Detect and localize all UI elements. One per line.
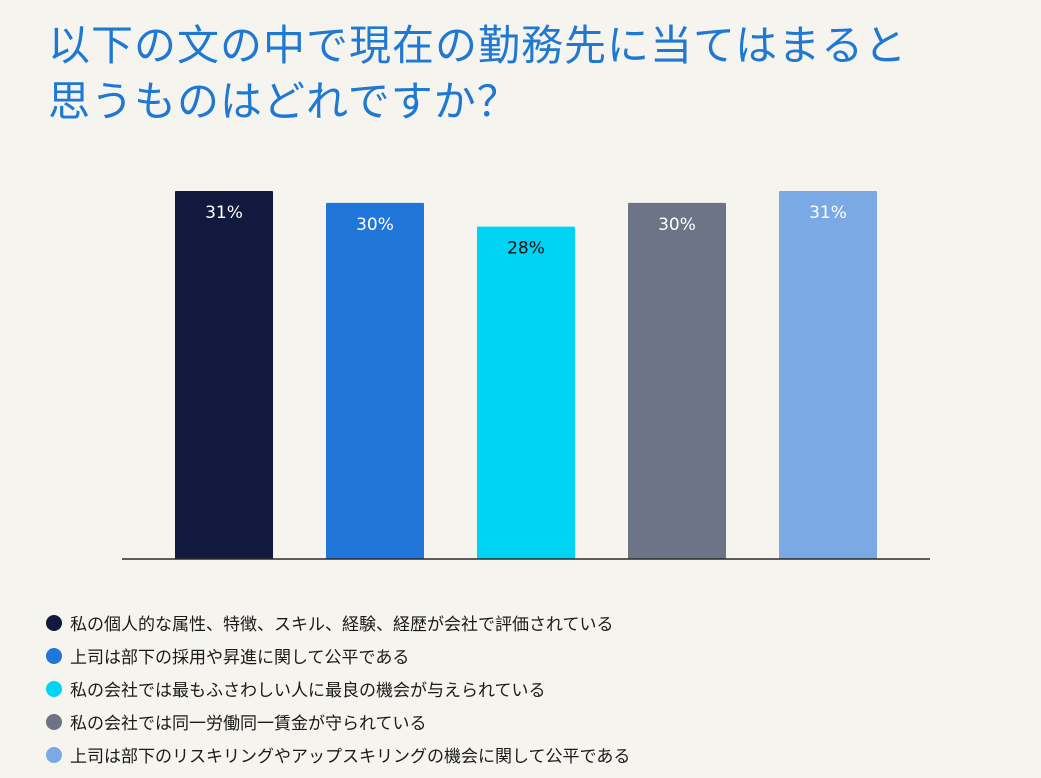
- bar-value-label-2: 30%: [356, 215, 394, 235]
- bar-value-label-4: 30%: [658, 215, 696, 235]
- bar-5: [779, 191, 877, 559]
- legend-item-4: 私の会社では同一労働同一賃金が守られている: [46, 705, 630, 738]
- legend-swatch-2: [46, 647, 62, 664]
- legend-swatch-4: [46, 713, 62, 730]
- legend-label-1: 私の個人的な属性、特徴、スキル、経験、経歴が会社で評価されている: [70, 615, 614, 635]
- bar-value-label-5: 31%: [809, 203, 847, 223]
- legend-item-2: 上司は部下の採用や昇進に関して公平である: [46, 639, 630, 672]
- legend-swatch-1: [46, 614, 62, 631]
- bar-3: [477, 226, 575, 559]
- legend-label-4: 私の会社では同一労働同一賃金が守られている: [70, 714, 427, 734]
- chart-title: 以下の文の中で現在の勤務先に当てはまると 思うものはどれですか？: [48, 18, 1018, 130]
- bar-value-label-1: 31%: [205, 203, 243, 223]
- bar-2: [326, 202, 424, 559]
- chart-title-line-1: 以下の文の中で現在の勤務先に当てはまると: [48, 21, 908, 70]
- bar-1: [175, 191, 273, 559]
- bar-4: [628, 202, 726, 559]
- legend-item-5: 上司は部下のリスキリングやアップスキリングの機会に関して公平である: [46, 738, 630, 771]
- bar-value-label-3: 28%: [507, 239, 545, 259]
- legend: 私の個人的な属性、特徴、スキル、経験、経歴が会社で評価されている 上司は部下の採用…: [46, 606, 630, 771]
- legend-label-2: 上司は部下の採用や昇進に関して公平である: [70, 648, 410, 668]
- bar-chart: 31% 30% 28% 30% 31%: [122, 191, 930, 560]
- chart-title-line-2: 思うものはどれですか？: [48, 77, 520, 126]
- legend-label-5: 上司は部下のリスキリングやアップスキリングの機会に関して公平である: [70, 747, 631, 767]
- legend-item-1: 私の個人的な属性、特徴、スキル、経験、経歴が会社で評価されている: [46, 606, 630, 639]
- legend-label-3: 私の会社では最もふさわしい人に最良の機会が与えられている: [70, 681, 546, 701]
- legend-item-3: 私の会社では最もふさわしい人に最良の機会が与えられている: [46, 672, 630, 705]
- legend-swatch-5: [46, 746, 62, 763]
- legend-swatch-3: [46, 680, 62, 697]
